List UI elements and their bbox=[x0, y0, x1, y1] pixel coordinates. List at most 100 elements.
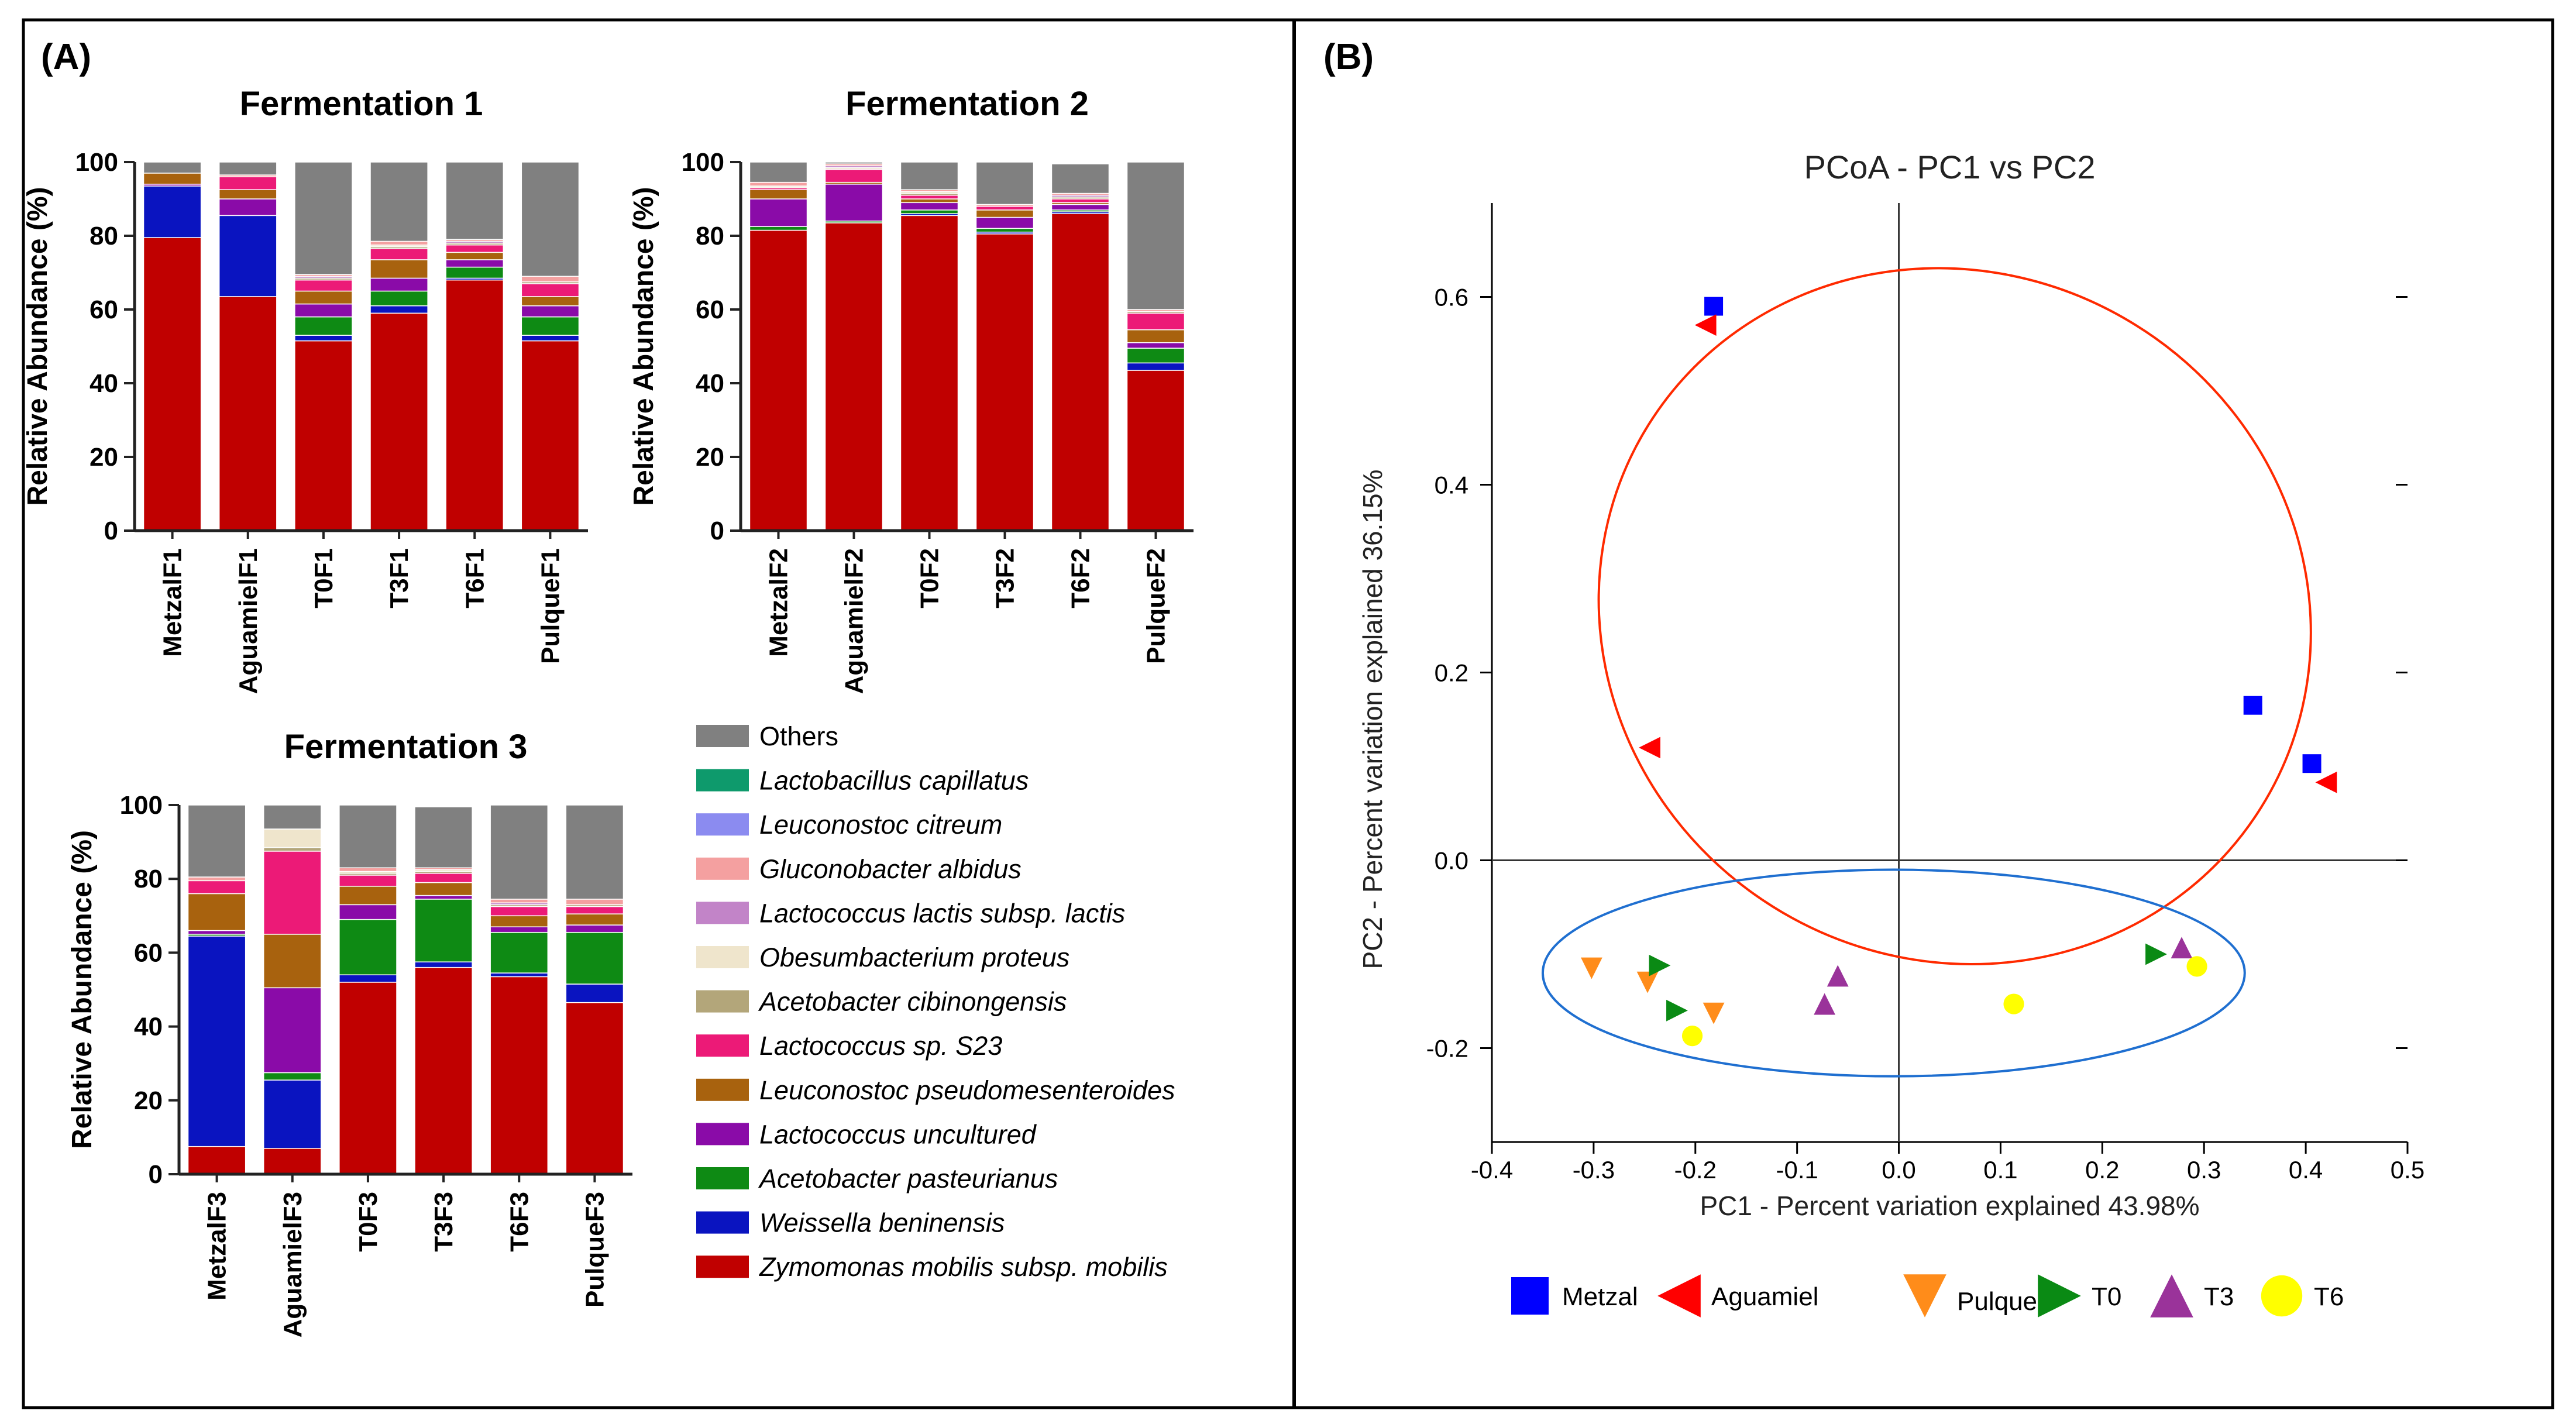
y-tick-label: 0 bbox=[710, 517, 724, 545]
bar-segment bbox=[749, 181, 808, 187]
bar-segment bbox=[824, 184, 883, 222]
x-tick-label: AguamielF3 bbox=[278, 1192, 307, 1337]
bar-segment bbox=[521, 305, 580, 318]
ellipse-metzal-aguamiel bbox=[1597, 267, 2312, 966]
bar-segment bbox=[521, 316, 580, 336]
bar-segment bbox=[749, 189, 808, 200]
y-tick-label: 20 bbox=[134, 1086, 163, 1115]
legend-label: Leuconostoc citreum bbox=[759, 810, 1002, 840]
bar-segment bbox=[824, 161, 883, 164]
bar-segment bbox=[187, 1146, 246, 1175]
bar-segment bbox=[749, 226, 808, 231]
bar-segment bbox=[900, 161, 959, 190]
x-tick-label: 0.3 bbox=[2187, 1156, 2221, 1184]
y-tick-label: 0 bbox=[104, 517, 118, 545]
bar-segment bbox=[339, 886, 397, 906]
bar-segment bbox=[445, 252, 504, 260]
legend-marker-t6 bbox=[2261, 1275, 2303, 1317]
bar-segment bbox=[521, 340, 580, 531]
bar-segment bbox=[521, 335, 580, 342]
x-tick-label: 0.0 bbox=[1882, 1156, 1915, 1184]
legend-swatch bbox=[696, 1123, 749, 1146]
x-tick-label: T0F3 bbox=[354, 1192, 383, 1252]
bar-segment bbox=[900, 209, 959, 214]
x-tick-label: T6F3 bbox=[505, 1192, 534, 1252]
bar-chart-fermentation-3: Fermentation 3 Relative Abundance (%) Metz… bbox=[67, 728, 632, 1337]
bar-segment bbox=[414, 895, 473, 900]
x-tick-label: -0.4 bbox=[1471, 1156, 1513, 1184]
x-tick-label: MetzalF2 bbox=[765, 548, 793, 657]
y-tick-label: 60 bbox=[696, 295, 724, 324]
bar-segment bbox=[975, 161, 1034, 205]
y-tick-label: 100 bbox=[682, 148, 724, 177]
bar-segment bbox=[490, 926, 549, 933]
bar-segment bbox=[218, 161, 277, 176]
x-tick-label: T6F1 bbox=[460, 548, 489, 608]
legend-swatch bbox=[696, 1167, 749, 1189]
bar-segment bbox=[1126, 342, 1185, 349]
legend-label: Lactococcus lactis subsp. lactis bbox=[759, 898, 1125, 928]
bar-segment bbox=[1051, 198, 1110, 204]
legend-label: Others bbox=[759, 721, 838, 751]
bar-segment bbox=[187, 876, 246, 882]
x-tick-label: -0.3 bbox=[1573, 1156, 1615, 1184]
point-t0 bbox=[1666, 999, 1688, 1021]
bar-segment bbox=[370, 248, 428, 260]
bar-segment bbox=[1051, 204, 1110, 211]
y-tick-label: 20 bbox=[90, 443, 118, 472]
bar-segment bbox=[339, 904, 397, 920]
bar-segment bbox=[143, 173, 202, 185]
legend-label: Obesumbacterium proteus bbox=[759, 943, 1069, 972]
bar-chart-fermentation-1: Fermentation 1 Relative Abundance (%) Metz… bbox=[22, 85, 588, 694]
x-tick-label: T0F2 bbox=[916, 548, 944, 608]
x-tick-label: PulqueF2 bbox=[1142, 548, 1171, 664]
bar-segment bbox=[445, 161, 504, 240]
bar-segment bbox=[445, 245, 504, 253]
point-t6 bbox=[2003, 993, 2024, 1014]
pcoa-chart: PCoA - PC1 vs PC2 -0.4 -0.3 -0.2 -0.1 0.0 0.1 0… bbox=[1357, 149, 2424, 1318]
point-t3 bbox=[2171, 937, 2193, 959]
bar-segment bbox=[339, 982, 397, 1175]
bar-segment bbox=[749, 229, 808, 531]
y-tick-label: 0 bbox=[149, 1160, 163, 1189]
bar-segment bbox=[370, 290, 428, 307]
x-tick-label: -0.2 bbox=[1674, 1156, 1717, 1184]
bar-segment bbox=[565, 931, 624, 985]
x-axis-title: PC1 - Percent variation explained 43.98% bbox=[1700, 1191, 2199, 1221]
bar-segment bbox=[143, 161, 202, 174]
legend-swatch bbox=[696, 857, 749, 880]
panel-a-label: (A) bbox=[41, 37, 91, 77]
y-axis-title: Relative Abundance (%) bbox=[628, 187, 659, 506]
y-tick-label: 0.4 bbox=[1435, 472, 1468, 499]
legend-label: Weissella beninensis bbox=[759, 1208, 1005, 1238]
figure-frame bbox=[22, 18, 2554, 1409]
bar-segment bbox=[414, 806, 473, 869]
bar-segment bbox=[187, 930, 246, 935]
y-tick-label: 40 bbox=[90, 369, 118, 398]
x-tick-label: -0.1 bbox=[1776, 1156, 1818, 1184]
y-tick-label: 80 bbox=[696, 222, 724, 250]
y-tick-label: 80 bbox=[134, 865, 163, 893]
x-tick-label: T3F3 bbox=[429, 1192, 458, 1252]
bar-segment bbox=[263, 934, 322, 989]
bar-segment bbox=[565, 899, 624, 906]
bar-segment bbox=[143, 185, 202, 238]
bar-segment bbox=[187, 893, 246, 931]
bar-segment bbox=[263, 1148, 322, 1175]
bar-segment bbox=[1051, 163, 1110, 194]
point-metzal bbox=[2243, 696, 2262, 715]
ellipse-pulque-timepoints bbox=[1541, 868, 2246, 1078]
x-tick-label: 0.2 bbox=[2085, 1156, 2119, 1184]
bar-segment bbox=[565, 913, 624, 926]
bar-segment bbox=[900, 202, 959, 211]
point-pulque bbox=[1636, 971, 1659, 993]
bar-segment bbox=[521, 296, 580, 307]
x-tick-label: MetzalF1 bbox=[159, 548, 187, 657]
bar-segment bbox=[263, 847, 322, 852]
species-legend: Others Lactobacillus capillatus Leuconosto… bbox=[696, 721, 1175, 1282]
point-aguamiel bbox=[1694, 314, 1717, 336]
y-tick-label: 60 bbox=[134, 938, 163, 967]
point-t3 bbox=[1814, 993, 1836, 1015]
bar-segment bbox=[1126, 329, 1185, 343]
bar-segment bbox=[521, 283, 580, 297]
